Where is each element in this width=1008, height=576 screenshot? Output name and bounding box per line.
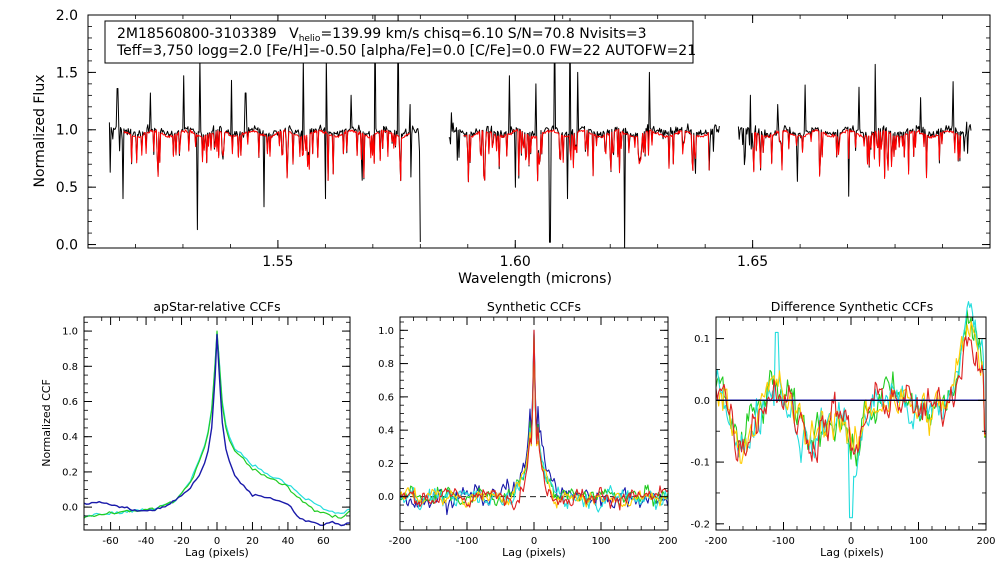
spectrum-frame	[87, 14, 991, 249]
x-tick-label: -40	[138, 536, 154, 547]
spectrum-series	[108, 15, 972, 248]
apstar-ccf-panel: apStar-relative CCFs -60 -40 -20 0 20 40 60 0.0…	[40, 299, 351, 559]
y-tick-label: 0.8	[378, 359, 394, 370]
x-tick-label: 60	[317, 536, 330, 547]
y-tick-label: 1.0	[62, 327, 78, 338]
x-tick-label: 20	[246, 536, 259, 547]
x-tick-label: 0	[214, 536, 220, 547]
spectrum-xlabel: Wavelength (microns)	[458, 271, 612, 287]
synthetic-ccf-ticks: -200 -100 0 100 200 0.0 0.2 0.4 0.6 0.8 1.0	[378, 317, 678, 547]
x-tick-label: -200	[389, 536, 412, 547]
observed-spectrum-line	[448, 15, 720, 248]
synthetic-ccf-lines	[399, 329, 669, 516]
difference-ccf-ticks: -200 -100 0 100 200 -0.2 -0.1 0.0 0.1	[690, 317, 996, 547]
spectrum-header-line1: 2M18560800-3103389 Vhelio=139.99 km/s ch…	[117, 26, 646, 44]
ccf-line-visit2	[83, 330, 351, 519]
difference-ccf-title: Difference Synthetic CCFs	[771, 299, 934, 314]
x-tick-label: -200	[705, 536, 728, 547]
diff-line-visit5	[715, 336, 987, 463]
y-tick-label: 0.1	[694, 334, 710, 345]
ccf-line-visit1	[83, 333, 351, 527]
spectrum-header-box	[104, 20, 694, 64]
x-tick-label: 100	[909, 536, 928, 547]
apstar-ccf-title: apStar-relative CCFs	[153, 299, 280, 314]
x-tick-label: 200	[658, 536, 677, 547]
y-tick-label: 0.2	[378, 459, 394, 470]
apstar-ccf-ylabel: Normalized CCF	[40, 379, 53, 467]
spectrum-panel: 1.55 1.60 1.65 0.0 0.5 1.0 1.5 2.0 2M18560800-3…	[32, 8, 991, 287]
x-tick-label: 1.65	[737, 254, 768, 270]
ccf-line-visit5	[399, 329, 669, 511]
model-spectrum-line	[752, 129, 962, 179]
x-tick-label: 0	[848, 536, 854, 547]
y-tick-label: -0.2	[690, 519, 710, 530]
y-tick-label: 0.0	[62, 503, 78, 514]
apstar-ccf-lines	[83, 330, 351, 527]
x-tick-label: -20	[173, 536, 189, 547]
y-tick-label: 0.0	[694, 396, 710, 407]
spectrum-lines	[108, 15, 972, 248]
spectrum-ylabel: Normalized Flux	[32, 75, 48, 188]
x-tick-label: 0	[531, 536, 537, 547]
y-tick-label: 0.4	[62, 432, 78, 443]
x-tick-label: 40	[282, 536, 295, 547]
spectrum-ticks: 1.55 1.60 1.65 0.0 0.5 1.0 1.5 2.0	[56, 8, 990, 270]
model-spectrum-line	[463, 128, 710, 183]
y-tick-label: 0.6	[62, 397, 78, 408]
x-tick-label: 100	[591, 536, 610, 547]
y-tick-label: 0.4	[378, 426, 394, 437]
y-tick-label: 2.0	[56, 8, 78, 24]
y-tick-label: 1.0	[378, 326, 394, 337]
x-tick-label: -100	[772, 536, 795, 547]
difference-ccf-xlabel: Lag (pixels)	[820, 546, 884, 559]
ccf-line-visit3	[83, 332, 351, 518]
x-tick-label: 200	[976, 536, 995, 547]
synthetic-ccf-title: Synthetic CCFs	[487, 299, 581, 314]
difference-ccf-panel: Difference Synthetic CCFs -200 -100 0 100 20…	[690, 299, 995, 559]
spectrum-header-line2: Teff=3,750 logg=2.0 [Fe/H]=-0.50 [alpha/…	[116, 43, 696, 59]
apstar-ccf-xlabel: Lag (pixels)	[185, 546, 249, 559]
synthetic-ccf-xlabel: Lag (pixels)	[502, 546, 566, 559]
x-tick-label: 1.55	[262, 254, 293, 270]
ccf-line-visit4	[399, 336, 669, 509]
x-tick-label: 1.60	[500, 254, 531, 270]
y-tick-label: 0.2	[62, 467, 78, 478]
y-tick-label: 0.5	[56, 180, 78, 196]
apstar-ccf-ticks: -60 -40 -20 0 20 40 60 0.0 0.2 0.4 0.6 0.8 1.0	[62, 317, 351, 547]
y-tick-label: 0.8	[62, 362, 78, 373]
y-tick-label: 1.0	[56, 123, 78, 139]
y-tick-label: 0.0	[378, 492, 394, 503]
y-tick-label: 1.5	[56, 65, 78, 81]
difference-ccf-lines	[715, 301, 987, 519]
diff-line-visit4	[715, 321, 987, 464]
model-spectrum-line	[123, 129, 411, 181]
y-tick-label: -0.1	[690, 458, 710, 469]
synthetic-ccf-panel: Synthetic CCFs -200 -100 0 100 200 0.0 0.2 0.4 0…	[378, 299, 677, 559]
x-tick-label: -100	[456, 536, 479, 547]
x-tick-label: -60	[102, 536, 118, 547]
observed-spectrum-line	[108, 15, 421, 243]
y-tick-label: 0.6	[378, 392, 394, 403]
observed-spectrum-line	[737, 63, 972, 197]
y-tick-label: 0.0	[56, 237, 78, 253]
